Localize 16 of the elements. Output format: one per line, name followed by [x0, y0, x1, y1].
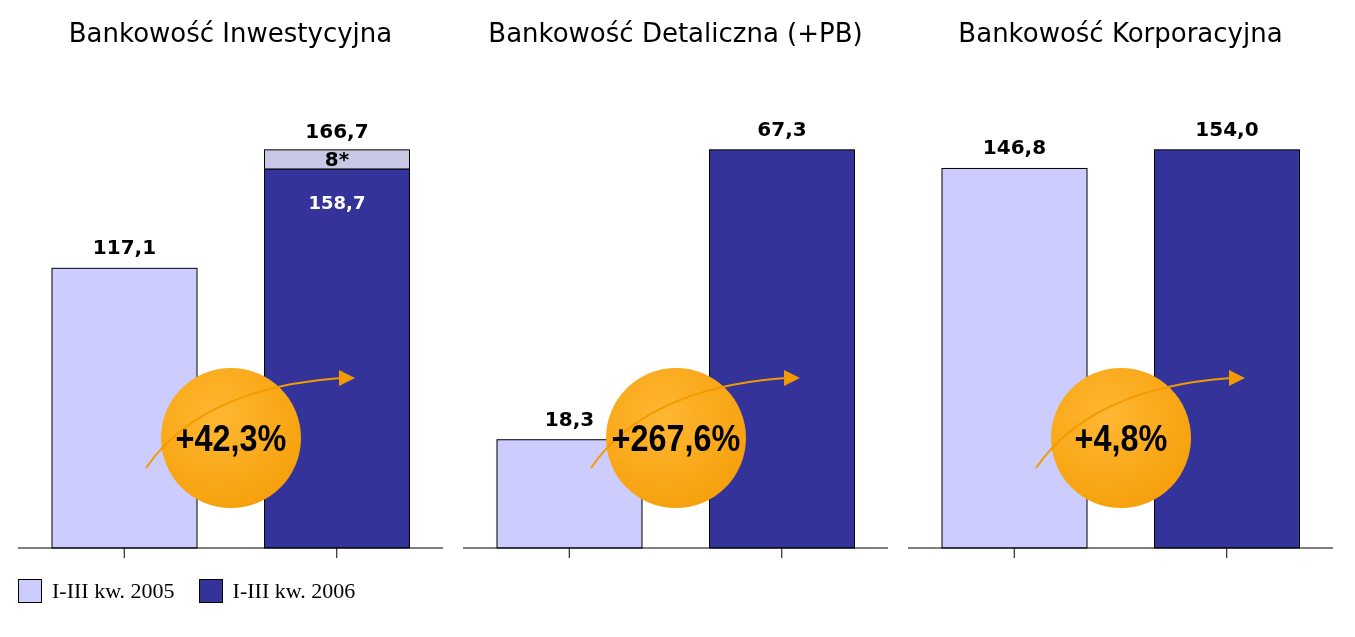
- chart-title: Bankowość Detaliczna (+PB): [487, 17, 864, 50]
- annotation: +267,6%: [610, 418, 741, 460]
- data-label: 154,0: [1195, 116, 1259, 141]
- chart-title: Bankowość Korporacyjna: [957, 17, 1284, 50]
- annotation: +42,3%: [174, 418, 287, 460]
- data-label: 146,8: [982, 135, 1047, 160]
- data-label: 67,3: [757, 116, 807, 141]
- data-label: 117,1: [92, 235, 157, 260]
- legend-label: I-III kw. 2006: [232, 578, 356, 604]
- data-label: 18,3: [544, 406, 595, 431]
- chart-title: Bankowość Inwestycyjna: [67, 17, 394, 50]
- data-label: 8*: [324, 147, 350, 172]
- annotation: +4,8%: [1073, 418, 1168, 460]
- data-label: 158,7: [308, 191, 366, 213]
- legend-label: I-III kw. 2005: [52, 578, 175, 604]
- total-label: 166,7: [305, 118, 369, 143]
